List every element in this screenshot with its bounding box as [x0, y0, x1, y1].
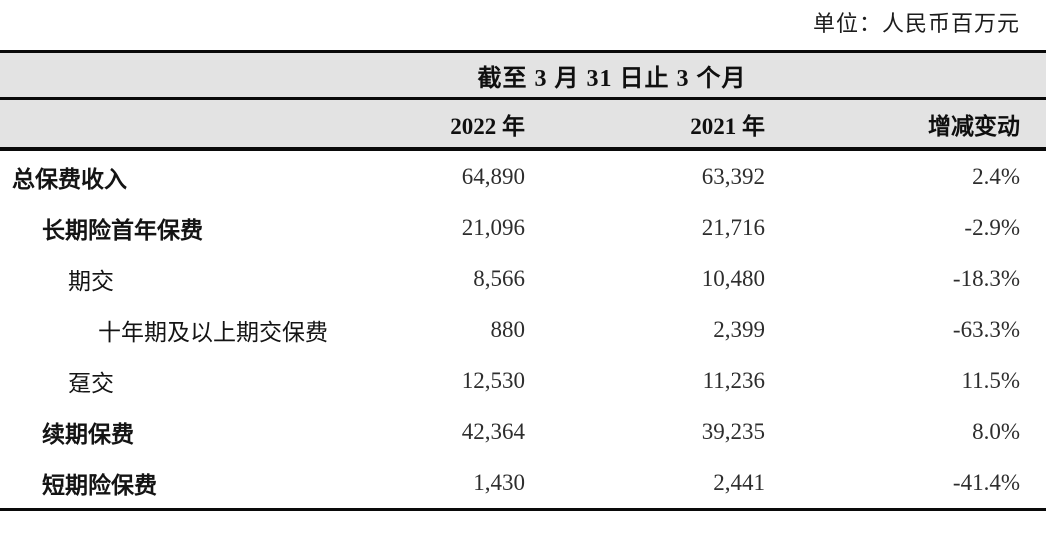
table-row: 趸交 12,530 11,236 11.5% — [0, 355, 1046, 406]
value-2022: 21,096 — [461, 214, 525, 240]
value-2022: 42,364 — [461, 418, 525, 444]
value-change: -41.4% — [952, 469, 1020, 495]
value-2022: 64,890 — [461, 163, 525, 189]
column-header-change: 增减变动 — [928, 113, 1020, 139]
unit-label: 单位：人民币百万元 — [812, 11, 1020, 36]
table-body: 总保费收入 64,890 63,392 2.4% 长期险首年保费 21,096 … — [0, 151, 1046, 511]
value-change: 11.5% — [961, 367, 1020, 393]
table-row: 长期险首年保费 21,096 21,716 -2.9% — [0, 202, 1046, 253]
row-label: 期交 — [68, 268, 114, 294]
value-change: -18.3% — [952, 265, 1020, 291]
row-label: 长期险首年保费 — [42, 217, 203, 243]
value-2021: 63,392 — [701, 163, 765, 189]
table-row: 十年期及以上期交保费 880 2,399 -63.3% — [0, 304, 1046, 355]
value-2022: 12,530 — [461, 367, 525, 393]
table-row: 短期险保费 1,430 2,441 -41.4% — [0, 457, 1046, 508]
value-2021: 11,236 — [702, 367, 765, 393]
table-column-header-row: 2022 年 2021 年 增减变动 — [0, 100, 1046, 151]
table-row: 续期保费 42,364 39,235 8.0% — [0, 406, 1046, 457]
row-label: 十年期及以上期交保费 — [98, 319, 328, 345]
value-change: 2.4% — [972, 163, 1020, 189]
value-2021: 2,441 — [713, 469, 765, 495]
column-header-2022: 2022 年 — [450, 113, 525, 139]
value-2021: 2,399 — [713, 316, 765, 342]
row-label: 续期保费 — [42, 421, 134, 447]
column-header-2021: 2021 年 — [690, 113, 765, 139]
value-2021: 10,480 — [701, 265, 765, 291]
value-2022: 8,566 — [473, 265, 525, 291]
value-change: 8.0% — [972, 418, 1020, 444]
table-row: 总保费收入 64,890 63,392 2.4% — [0, 151, 1046, 202]
value-2021: 39,235 — [701, 418, 765, 444]
value-2022: 1,430 — [473, 469, 525, 495]
row-label: 短期险保费 — [42, 472, 157, 498]
table-period-header-row: 截至 3 月 31 日止 3 个月 — [0, 50, 1046, 100]
period-header: 截至 3 月 31 日止 3 个月 — [477, 65, 747, 92]
premium-income-table: 截至 3 月 31 日止 3 个月 2022 年 2021 年 增减变动 总保费… — [0, 50, 1046, 511]
value-change: -2.9% — [964, 214, 1020, 240]
value-2022: 880 — [490, 316, 526, 342]
table-row: 期交 8,566 10,480 -18.3% — [0, 253, 1046, 304]
value-change: -63.3% — [952, 316, 1020, 342]
row-label: 趸交 — [68, 370, 114, 396]
row-label: 总保费收入 — [12, 166, 127, 192]
value-2021: 21,716 — [701, 214, 765, 240]
